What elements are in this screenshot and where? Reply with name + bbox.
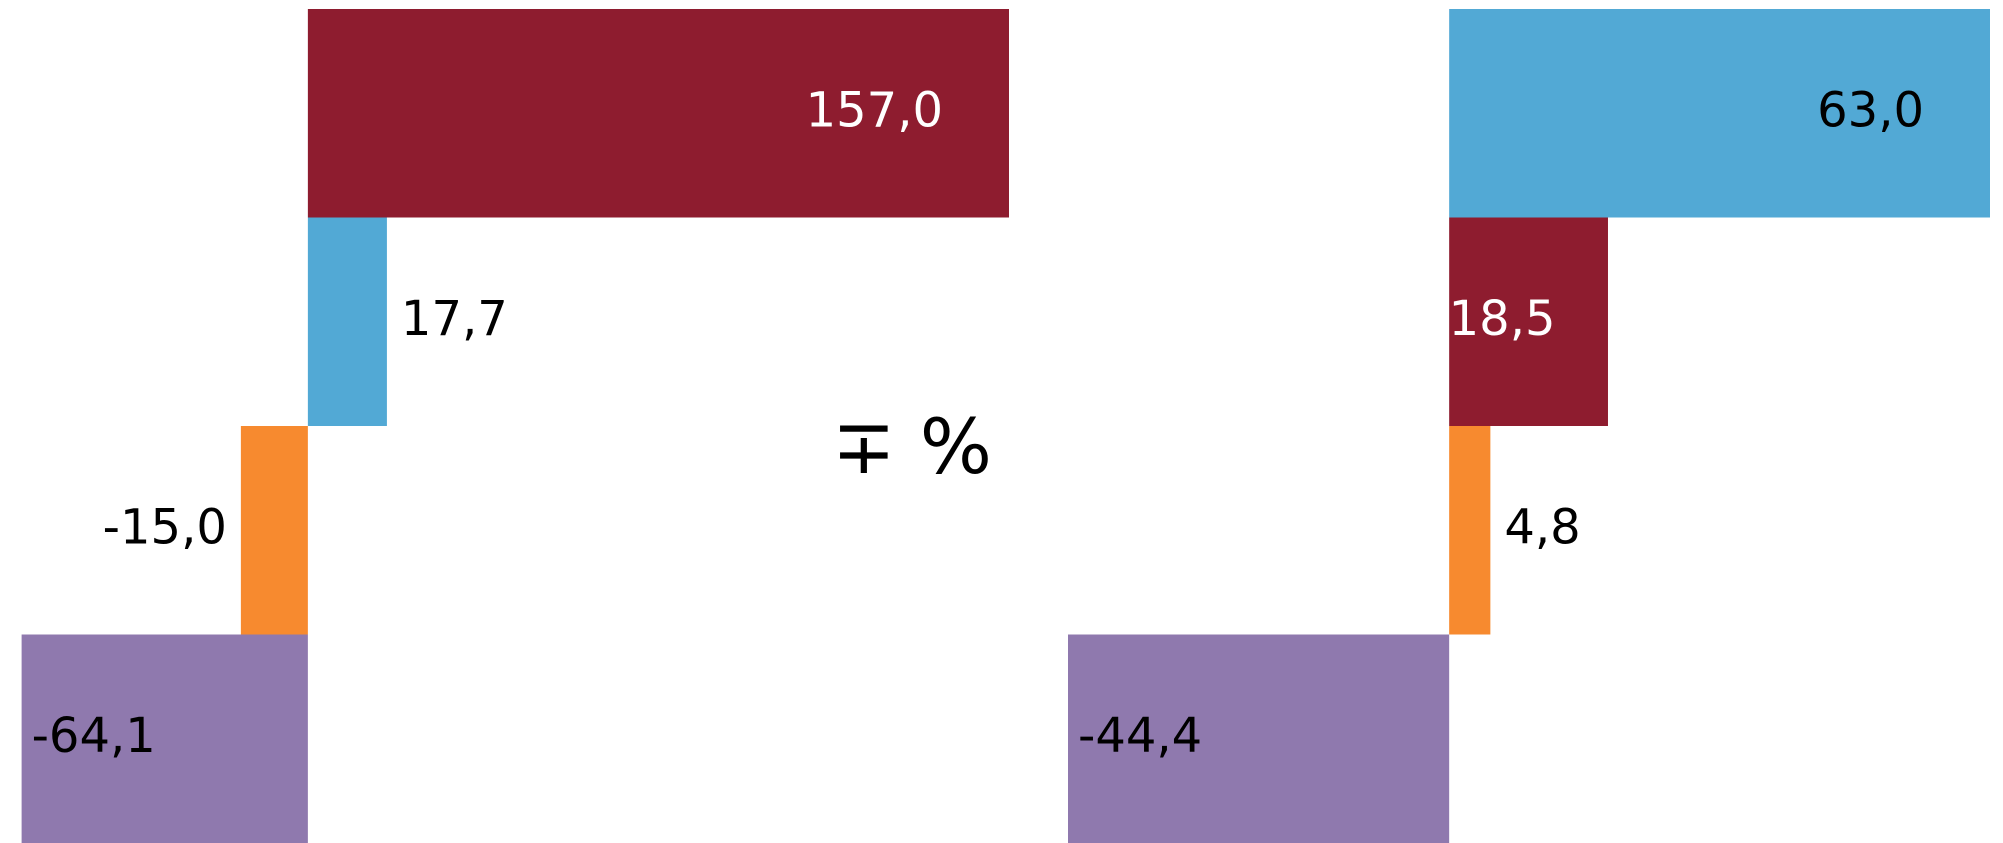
bar xyxy=(1449,217,1608,426)
value-label: 17,7 xyxy=(401,291,508,347)
bar xyxy=(307,217,387,426)
bar xyxy=(240,426,308,635)
value-label: -44,4 xyxy=(1078,708,1202,764)
bar xyxy=(1068,634,1450,843)
annotation: ∓ % xyxy=(832,402,992,491)
bar xyxy=(1449,426,1491,635)
value-label: 18,5 xyxy=(1449,291,1556,347)
value-label: -15,0 xyxy=(103,499,227,555)
bar xyxy=(21,634,308,843)
value-label: 4,8 xyxy=(1504,499,1580,555)
value-label: 157,0 xyxy=(806,82,943,138)
value-label: 63,0 xyxy=(1817,82,1924,138)
bar xyxy=(1449,9,1990,218)
value-label: -64,1 xyxy=(32,708,156,764)
bar xyxy=(307,9,1009,218)
